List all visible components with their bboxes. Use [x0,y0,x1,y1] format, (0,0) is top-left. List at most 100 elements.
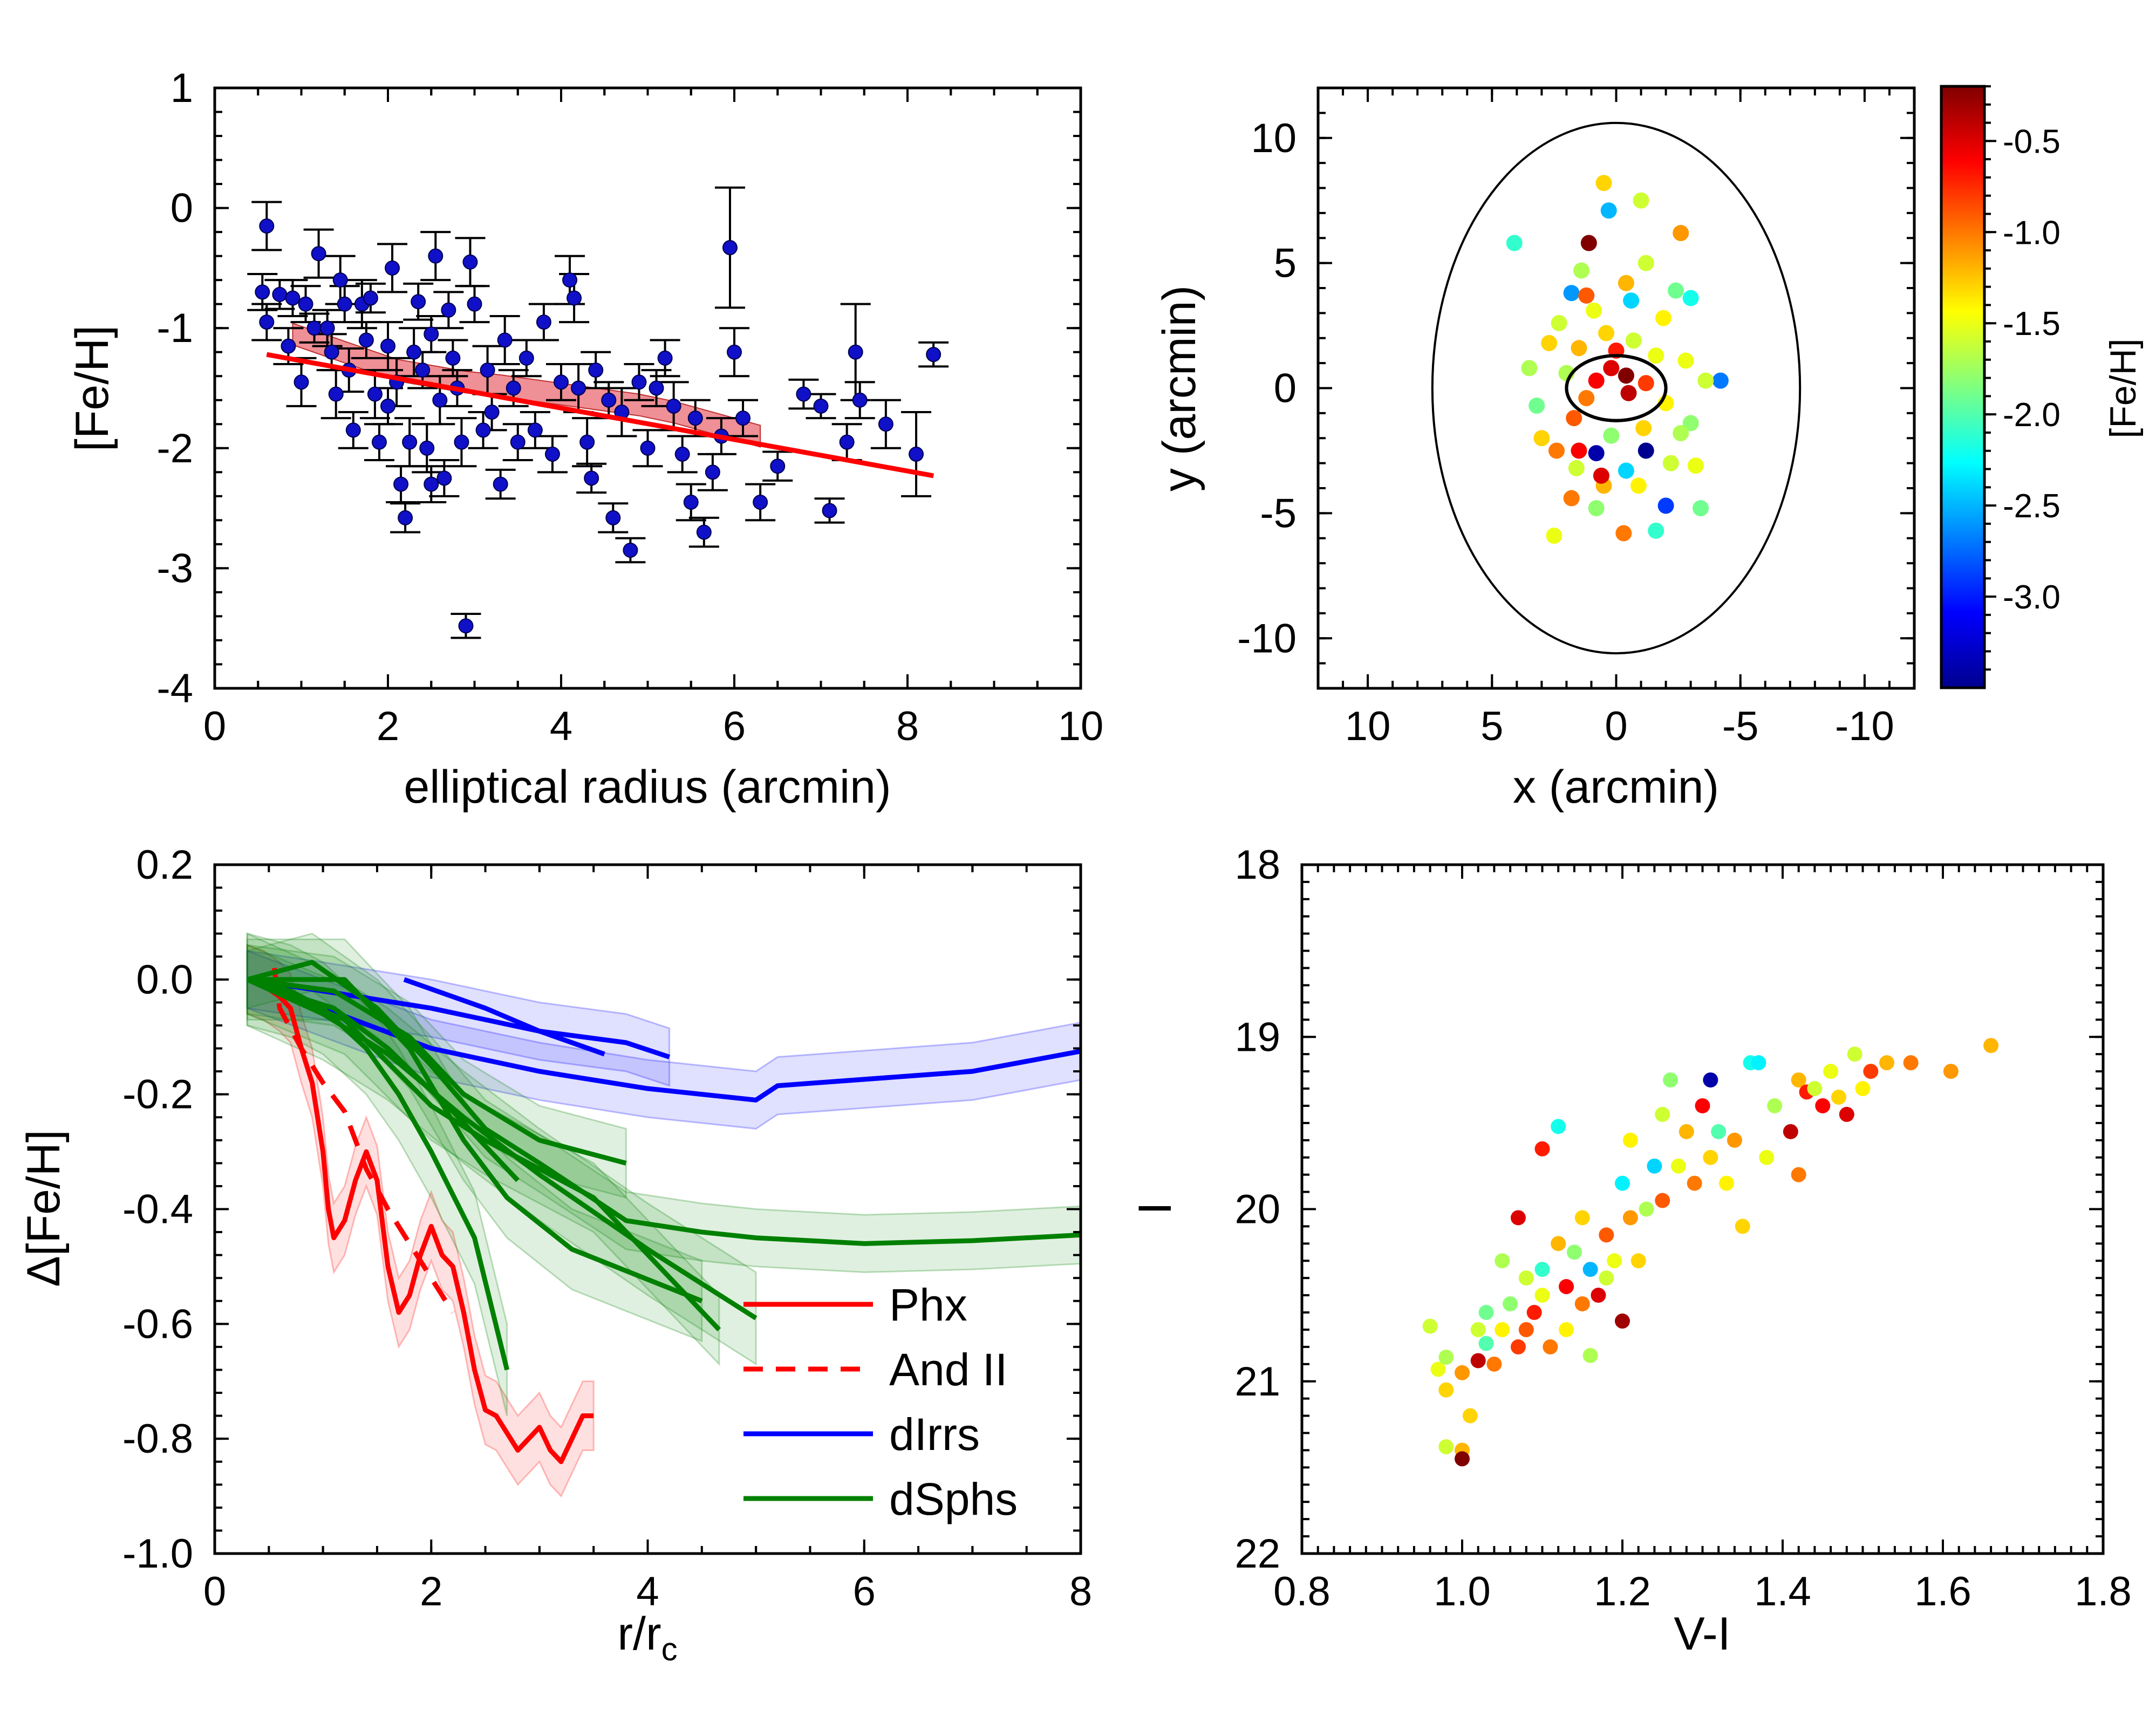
cmd-point [1622,1210,1638,1226]
data-point [319,320,335,336]
panel2-xtick-label: 5 [1480,703,1503,749]
star-point [1668,282,1684,299]
panel2-xtick-label: 10 [1345,703,1391,749]
running-mean-band [292,322,761,448]
data-point [255,284,270,300]
colorbar-tick-label: -2.0 [2003,396,2061,434]
cmd-point [1983,1038,1999,1053]
panel4-ytick-label: 19 [1234,1014,1280,1060]
data-point [436,470,452,486]
data-point [753,494,768,510]
colorbar-tick-label: -2.5 [2003,488,2061,525]
star-point [1586,302,1602,319]
star-point [1563,490,1580,507]
panel3-xlabel-sub: c [661,1631,678,1667]
data-point [332,272,348,288]
data-point [393,476,409,492]
cmd-point [1438,1439,1454,1455]
cmd-point [1438,1350,1454,1365]
data-point [411,294,426,310]
series-line [246,977,594,1465]
data-point [259,218,275,234]
cmd-point [1495,1322,1510,1337]
star-point [1595,175,1612,191]
cmd-point [1807,1081,1823,1097]
panel2-ytick-label: 10 [1251,115,1297,161]
star-point [1633,192,1649,209]
cmd-point [1615,1175,1630,1191]
star-point [1588,372,1605,389]
legend-label: dIrrs [889,1409,980,1460]
star-point [1546,528,1563,544]
data-point [926,347,941,362]
cmd-point [1559,1322,1574,1337]
panel2-xtick-label: -5 [1722,703,1759,749]
data-point [722,240,738,256]
data-point [419,440,435,456]
star-point [1578,390,1595,407]
panel1-ytick-label: 1 [170,65,193,111]
data-point [506,380,521,396]
panel2-ytick-label: 5 [1274,241,1297,286]
data-point [822,503,837,518]
panel4-xlabel: V-I [1674,1608,1730,1660]
panel3-ylabel: Δ[Fe/H] [18,1130,70,1287]
cmd-point [1655,1193,1670,1208]
panel1-xlabel: elliptical radius (arcmin) [404,761,891,813]
star-point [1603,360,1620,377]
series-band [246,949,1081,1130]
panel3-ytick-label: -0.8 [122,1416,193,1462]
colorbar-tick-label: -0.5 [2003,123,2061,160]
cmd-point [1478,1336,1494,1351]
star-point [1578,287,1595,304]
data-point [852,392,868,408]
data-point [380,338,395,354]
panel4-ytick-label: 22 [1234,1531,1280,1577]
data-point [462,254,478,270]
data-point [480,362,495,378]
series-line [246,977,758,1321]
data-point [839,434,855,450]
data-point [363,290,378,306]
cmd-point [1647,1158,1662,1174]
panel-spatial-distribution: 10 5 0 -5 -10 -10 -5 0 5 10 x (arcmin) y (arcmin)… [1154,85,2144,813]
cmd-point [1607,1253,1622,1269]
panel4-xtick-label: 1.8 [2075,1569,2132,1614]
data-point [484,405,500,420]
data-point [493,476,508,492]
data-point [306,320,322,336]
panel2-frame [1316,86,1916,690]
cmd-point [1543,1339,1558,1354]
star-point [1580,235,1597,251]
cmd-point [1839,1106,1854,1122]
star-point [1506,235,1523,251]
cmd-point [1510,1339,1526,1354]
star-point [1712,372,1729,389]
cmd-point [1462,1408,1478,1424]
data-point [345,422,361,438]
cmd-point [1655,1106,1670,1122]
panel3-ytick-label: 0.2 [136,842,193,888]
panel3-ytick-label: -0.6 [122,1301,193,1347]
legend-label: dSphs [889,1474,1018,1524]
series-line [247,977,703,1303]
star-point [1548,442,1565,459]
colorbar-tick-label: -1.5 [2003,305,2061,343]
panel2-ytick-label: -5 [1260,490,1297,536]
panel-metallicity-vs-radius: 0 2 4 6 8 10 -4 -3 -2 -1 0 1 elliptical radius (arc… [66,65,1103,813]
cmd-point [1791,1167,1806,1182]
cmd-point [1430,1362,1446,1377]
panel3-plot-area [246,932,1081,1498]
cmd-point [1582,1262,1598,1277]
cmd-point [1599,1270,1614,1286]
panel2-xtick-label: 0 [1605,703,1627,749]
data-point [424,326,439,342]
data-point [428,248,444,264]
star-point [1598,325,1615,341]
star-point [1648,347,1664,364]
panel4-frame [1300,863,2105,1555]
data-point [567,290,582,306]
panel1-xtick-label: 8 [896,703,919,749]
series-line [271,967,455,1314]
panel1-ylabel: [Fe/H] [66,325,118,451]
